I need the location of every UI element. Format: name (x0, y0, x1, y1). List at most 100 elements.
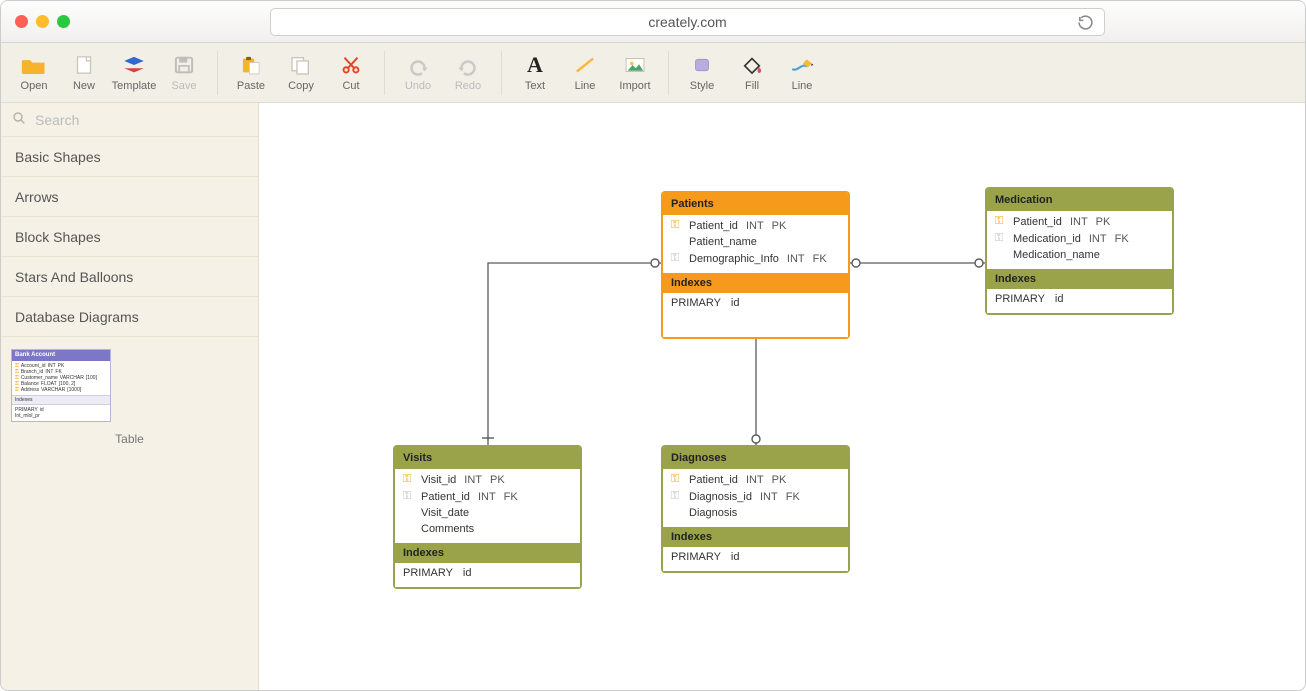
table-visits-field: Comments (401, 521, 574, 537)
thumb-index: Int_mlol_pr (15, 413, 107, 419)
urlbar[interactable]: creately.com (270, 8, 1105, 36)
redo-label: Redo (455, 80, 481, 92)
fill-label: Fill (745, 80, 759, 92)
table-visits-indexes-header: Indexes (395, 543, 580, 563)
line-style-button[interactable]: Line (777, 45, 827, 101)
table-medication-field: ⚿Patient_idINTPK (993, 213, 1166, 230)
line-style-label: Line (792, 80, 813, 92)
search-row (1, 103, 258, 137)
new-icon (70, 54, 98, 76)
main: Basic ShapesArrowsBlock ShapesStars And … (1, 103, 1305, 690)
table-diagnoses-title: Diagnoses (663, 447, 848, 469)
table-medication[interactable]: Medication ⚿Patient_idINTPK⚿Medication_id… (985, 187, 1174, 315)
redo-icon (454, 54, 482, 76)
open-label: Open (21, 80, 48, 92)
table-diagnoses-field: ⚿Patient_idINTPK (669, 471, 842, 488)
sidebar-item-database-diagrams[interactable]: Database Diagrams (1, 297, 258, 337)
open-button[interactable]: Open (9, 45, 59, 101)
template-button[interactable]: Template (109, 45, 159, 101)
titlebar: creately.com (1, 1, 1305, 43)
fill-icon (738, 54, 766, 76)
cut-label: Cut (342, 80, 359, 92)
paste-label: Paste (237, 80, 265, 92)
table-patients-field: Patient_name (669, 234, 842, 250)
cut-button[interactable]: Cut (326, 45, 376, 101)
copy-button[interactable]: Copy (276, 45, 326, 101)
style-label: Style (690, 80, 714, 92)
zoom-dot[interactable] (57, 15, 70, 28)
thumb-index-header: Indexes (12, 395, 110, 405)
text-label: Text (525, 80, 545, 92)
sidebar: Basic ShapesArrowsBlock ShapesStars And … (1, 103, 259, 690)
table-patients-indexes-header: Indexes (663, 273, 848, 293)
copy-icon (287, 54, 315, 76)
toolbar-separator (668, 51, 669, 95)
line-tool-button[interactable]: Line (560, 45, 610, 101)
save-icon (170, 54, 198, 76)
table-visits-title: Visits (395, 447, 580, 469)
thumb-title: Bank Account (12, 350, 110, 361)
close-dot[interactable] (15, 15, 28, 28)
table-medication-field: Medication_name (993, 247, 1166, 263)
table-diagnoses-indexes-header: Indexes (663, 527, 848, 547)
import-icon (621, 54, 649, 76)
toolbar-separator (501, 51, 502, 95)
open-icon (20, 54, 48, 76)
table-patients-title: Patients (663, 193, 848, 215)
paste-button[interactable]: Paste (226, 45, 276, 101)
table-visits-field: ⚿Patient_idINTFK (401, 488, 574, 505)
thumb-label: Table (11, 432, 248, 446)
table-visits-index: PRIMARYid (395, 563, 580, 587)
new-button[interactable]: New (59, 45, 109, 101)
table-visits-field: Visit_date (401, 505, 574, 521)
thumb-field: ⚿AddressVARCHAR[1000] (15, 387, 107, 393)
text-button[interactable]: A Text (510, 45, 560, 101)
table-diagnoses[interactable]: Diagnoses⚿Patient_idINTPK⚿Diagnosis_idIN… (661, 445, 850, 573)
table-diagnoses-field: Diagnosis (669, 505, 842, 521)
sidebar-item-arrows[interactable]: Arrows (1, 177, 258, 217)
table-diagnoses-index: PRIMARYid (663, 547, 848, 571)
sidebar-item-block-shapes[interactable]: Block Shapes (1, 217, 258, 257)
toolbar: Open New Template Save Paste Copy Cut Undo Redo A… (1, 43, 1305, 103)
cut-icon (337, 54, 365, 76)
edge-patients-visits[interactable] (488, 263, 661, 445)
line-tool-icon (571, 54, 599, 76)
save-label: Save (171, 80, 196, 92)
copy-label: Copy (288, 80, 314, 92)
search-icon[interactable] (11, 110, 27, 129)
template-label: Template (112, 80, 157, 92)
undo-button: Undo (393, 45, 443, 101)
table-medication-title: Medication (987, 189, 1172, 211)
table-medication-indexes-header: Indexes (987, 269, 1172, 289)
url-text: creately.com (648, 14, 726, 30)
style-icon (688, 54, 716, 76)
minimize-dot[interactable] (36, 15, 49, 28)
sidebar-item-stars-and-balloons[interactable]: Stars And Balloons (1, 257, 258, 297)
save-button: Save (159, 45, 209, 101)
undo-icon (404, 54, 432, 76)
table-visits-field: ⚿Visit_idINTPK (401, 471, 574, 488)
shape-well: Bank Account ⚿Account_idINTPK⚿Branch_idI… (11, 349, 248, 446)
import-button[interactable]: Import (610, 45, 660, 101)
table-medication-field: ⚿Medication_idINTFK (993, 230, 1166, 247)
canvas[interactable]: Patients⚿Patient_idINTPKPatient_name⚿Dem… (259, 103, 1305, 690)
template-icon (120, 54, 148, 76)
new-label: New (73, 80, 95, 92)
table-patients-field: ⚿Demographic_InfoINTFK (669, 250, 842, 267)
import-label: Import (619, 80, 650, 92)
table-patients-field: ⚿Patient_idINTPK (669, 217, 842, 234)
table-patients[interactable]: Patients ⚿Patient_idINTPKPatient_name⚿Dem… (661, 191, 850, 339)
style-button[interactable]: Style (677, 45, 727, 101)
reload-icon[interactable] (1077, 14, 1094, 34)
table-visits[interactable]: Visits ⚿Visit_idINTPK⚿Patient_idINTFKVisi… (393, 445, 582, 589)
search-input[interactable] (35, 112, 248, 128)
window: creately.com Open New Template Save Paste Cop… (0, 0, 1306, 691)
table-patients-index: PRIMARYid (663, 293, 848, 317)
paste-icon (237, 54, 265, 76)
traffic-lights (15, 15, 70, 28)
text-icon: A (521, 54, 549, 76)
table-thumb[interactable]: Bank Account ⚿Account_idINTPK⚿Branch_idI… (11, 349, 111, 422)
fill-button[interactable]: Fill (727, 45, 777, 101)
sidebar-item-basic-shapes[interactable]: Basic Shapes (1, 137, 258, 177)
table-medication-index: PRIMARYid (987, 289, 1172, 313)
